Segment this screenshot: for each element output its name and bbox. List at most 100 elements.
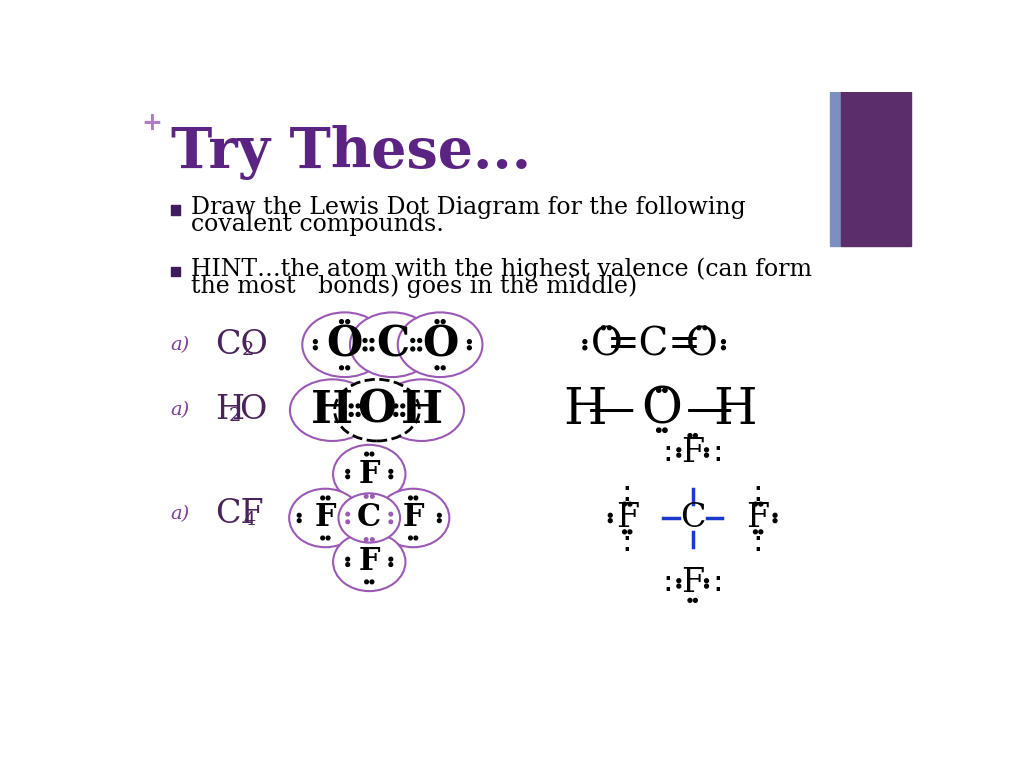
Text: —: — [686, 388, 733, 433]
Text: +: + [141, 111, 163, 135]
Circle shape [297, 514, 301, 517]
Circle shape [356, 404, 360, 408]
Circle shape [346, 319, 349, 323]
Circle shape [773, 513, 777, 517]
Circle shape [346, 563, 349, 567]
Circle shape [327, 536, 330, 540]
Circle shape [435, 366, 439, 369]
Ellipse shape [339, 493, 400, 543]
Bar [171, 205, 180, 214]
Text: F: F [615, 502, 639, 534]
Circle shape [693, 598, 697, 602]
Circle shape [628, 502, 632, 506]
Circle shape [313, 339, 317, 343]
Circle shape [623, 502, 627, 506]
Text: F: F [681, 436, 705, 468]
Circle shape [389, 563, 392, 567]
Text: 4: 4 [244, 511, 256, 528]
Circle shape [370, 339, 374, 343]
Text: :: : [709, 569, 726, 598]
Circle shape [365, 495, 368, 498]
Circle shape [389, 475, 392, 478]
Circle shape [370, 452, 374, 456]
Text: a): a) [171, 401, 189, 419]
Text: Draw the Lewis Dot Diagram for the following: Draw the Lewis Dot Diagram for the follo… [190, 196, 745, 219]
Text: :: : [618, 528, 636, 557]
Text: the most   bonds) goes in the middle): the most bonds) goes in the middle) [190, 274, 637, 298]
Text: :: : [659, 439, 677, 466]
Circle shape [583, 339, 587, 343]
Text: :: : [659, 569, 677, 598]
Circle shape [754, 530, 758, 534]
Text: H: H [311, 389, 353, 432]
Text: F: F [314, 502, 336, 534]
Text: :: : [709, 439, 726, 466]
Circle shape [389, 512, 392, 516]
Circle shape [327, 496, 330, 500]
Ellipse shape [302, 313, 387, 377]
Ellipse shape [333, 445, 406, 503]
Text: —: — [588, 388, 636, 433]
Text: C: C [357, 502, 381, 534]
Circle shape [349, 404, 353, 408]
Text: CO: CO [215, 329, 268, 361]
Circle shape [371, 538, 374, 541]
Ellipse shape [290, 379, 375, 441]
Bar [829, 92, 842, 247]
Circle shape [371, 495, 374, 498]
Text: HINT…the atom with the highest valence (can form: HINT…the atom with the highest valence (… [190, 257, 812, 281]
Text: a): a) [171, 505, 189, 523]
Text: O: O [327, 324, 362, 366]
Text: F: F [402, 502, 424, 534]
Circle shape [601, 326, 605, 329]
Circle shape [705, 579, 709, 583]
Circle shape [754, 502, 758, 506]
Circle shape [409, 496, 413, 500]
Circle shape [759, 530, 763, 534]
Circle shape [441, 319, 445, 323]
Circle shape [400, 404, 404, 408]
Circle shape [608, 513, 612, 517]
Circle shape [394, 404, 397, 408]
Text: O: O [240, 394, 266, 426]
Circle shape [677, 453, 681, 457]
Circle shape [346, 475, 349, 478]
Circle shape [370, 580, 374, 584]
Ellipse shape [397, 313, 482, 377]
Text: :: : [750, 528, 767, 557]
Circle shape [356, 412, 360, 416]
Circle shape [340, 319, 343, 323]
Circle shape [722, 339, 725, 343]
Text: 2: 2 [242, 341, 254, 359]
Circle shape [313, 346, 317, 349]
Circle shape [435, 319, 439, 323]
Circle shape [467, 346, 471, 349]
Text: a): a) [171, 336, 189, 354]
Circle shape [364, 347, 367, 351]
Ellipse shape [333, 532, 406, 591]
Text: H: H [713, 386, 757, 435]
Circle shape [663, 428, 667, 432]
Circle shape [705, 584, 709, 588]
Circle shape [414, 496, 418, 500]
Circle shape [414, 536, 418, 540]
Circle shape [411, 339, 415, 343]
Circle shape [693, 434, 697, 438]
Circle shape [297, 519, 301, 522]
Text: H: H [400, 389, 442, 432]
Circle shape [411, 347, 415, 351]
Circle shape [677, 448, 681, 452]
Text: O: O [591, 326, 623, 363]
Circle shape [656, 428, 660, 432]
Circle shape [677, 579, 681, 583]
Circle shape [340, 366, 343, 369]
Ellipse shape [379, 379, 464, 441]
Text: Try These...: Try These... [171, 124, 530, 180]
Text: :: : [750, 479, 767, 508]
Text: =C=: =C= [607, 326, 701, 363]
Circle shape [467, 339, 471, 343]
Circle shape [583, 346, 587, 349]
Ellipse shape [335, 379, 419, 441]
Circle shape [346, 520, 349, 524]
Circle shape [370, 347, 374, 351]
